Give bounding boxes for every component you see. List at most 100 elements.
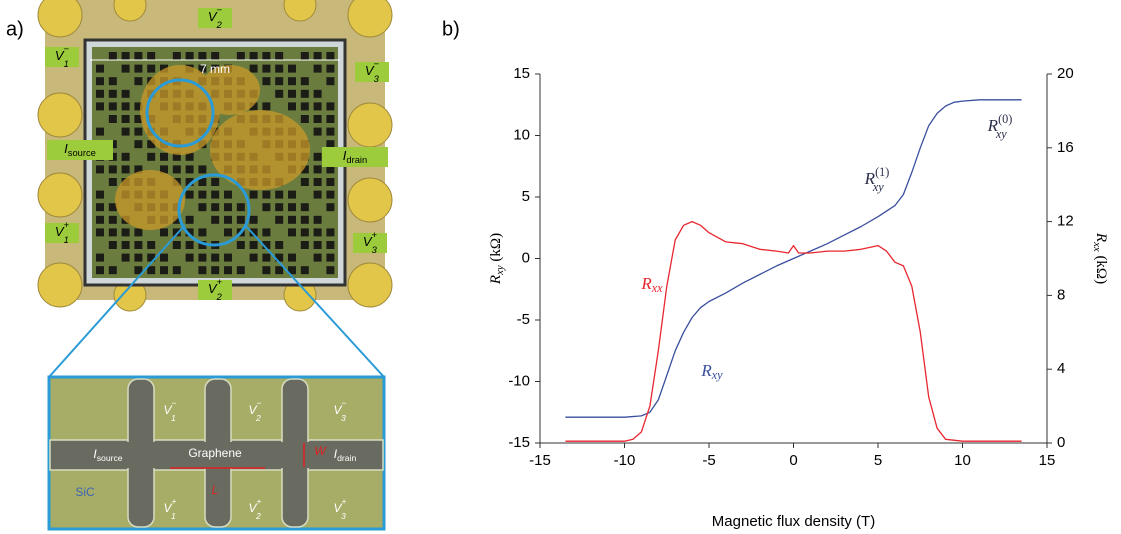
- label-part: 1: [64, 59, 69, 69]
- label-part: V: [333, 501, 342, 515]
- label-part: 1: [64, 235, 69, 245]
- label-part: (0): [998, 112, 1012, 126]
- label-part: V: [55, 224, 65, 239]
- label-box: [198, 8, 232, 28]
- label-part: 3: [341, 413, 346, 423]
- label: Isource: [93, 447, 122, 463]
- label-box: [322, 147, 388, 167]
- label: V+ 1: [163, 496, 176, 521]
- label-part: R: [1093, 232, 1109, 242]
- label-part: xx: [1091, 241, 1103, 252]
- x-tick-label: 10: [954, 452, 971, 469]
- panel-label: b): [442, 18, 460, 40]
- label-part: xy: [995, 127, 1007, 141]
- label: Rxx: [640, 274, 663, 295]
- label-part: −: [217, 5, 222, 15]
- y2-tick-label: 8: [1057, 286, 1065, 303]
- label-part: +: [64, 220, 69, 230]
- label-part: xy: [872, 180, 884, 194]
- label: L: [212, 483, 219, 497]
- y-tick-label: 0: [522, 249, 530, 266]
- label-part: +: [171, 496, 176, 506]
- y-tick-label: 10: [513, 126, 530, 143]
- y2-tick-label: 16: [1057, 139, 1074, 156]
- label-box: [45, 47, 79, 67]
- label-part: V: [55, 48, 65, 63]
- label-part: R: [864, 169, 876, 188]
- label-part: 3: [374, 74, 380, 84]
- series-line: [565, 220, 1022, 442]
- label-part: SiC: [75, 485, 95, 499]
- label-part: −: [341, 398, 346, 408]
- label-part: V: [208, 281, 218, 296]
- label-part: I: [64, 141, 68, 156]
- label: Rxy: [700, 361, 723, 382]
- inset: [47, 375, 386, 531]
- label-part: 2: [255, 413, 261, 423]
- x-axis-label: Magnetic flux density (T): [712, 513, 875, 530]
- x-tick-label: 5: [874, 452, 882, 469]
- label-part: I: [343, 148, 347, 163]
- y-tick-label: -5: [517, 311, 530, 328]
- chart: -15 -10 -5 0 5 10 15-15-10-5051015048121620Mag…: [488, 65, 1108, 530]
- label-part: source: [68, 148, 96, 158]
- label: V+ 3: [363, 230, 378, 255]
- label-part: xy: [711, 368, 723, 382]
- label-box: [198, 280, 232, 300]
- y2-tick-label: 0: [1057, 434, 1065, 451]
- label: V− 1: [163, 398, 176, 423]
- series-line: [565, 99, 1022, 418]
- photo: [37, 0, 393, 312]
- label-part: 1: [171, 511, 176, 521]
- label-part: 2: [255, 511, 261, 521]
- label: V+ 1: [55, 220, 69, 245]
- label: Idrain: [343, 148, 367, 165]
- label-part: (kΩ): [488, 233, 504, 265]
- label-part: (1): [875, 165, 889, 179]
- label: W: [314, 444, 327, 458]
- label-part: drain: [346, 155, 367, 165]
- label-part: R: [488, 275, 504, 285]
- label: V+ 2: [248, 496, 261, 521]
- label: Rxy (kΩ): [488, 233, 506, 285]
- label-part: +: [217, 277, 222, 287]
- label-part: drain: [337, 453, 356, 463]
- x-tick-label: -5: [702, 452, 715, 469]
- label-part: −: [374, 59, 379, 69]
- scale-label: 7 mm: [200, 62, 230, 76]
- label-box: [353, 233, 387, 253]
- label-part: 1: [171, 413, 176, 423]
- label: V− 1: [55, 44, 69, 69]
- x-tick-label: -10: [614, 452, 636, 469]
- label-part: I: [334, 447, 338, 461]
- label-part: W: [314, 444, 327, 458]
- label: Graphene: [188, 446, 242, 460]
- label-part: L: [212, 483, 219, 497]
- y2-tick-label: 20: [1057, 65, 1074, 82]
- label-part: R: [640, 274, 652, 293]
- label: V− 2: [208, 5, 223, 30]
- y-tick-label: 5: [522, 188, 530, 205]
- label-part: xy: [494, 265, 506, 276]
- y-tick-label: -10: [508, 372, 530, 389]
- label: Isource: [64, 141, 96, 158]
- label-part: Graphene: [188, 446, 242, 460]
- x-tick-label: 0: [789, 452, 797, 469]
- label-part: +: [341, 496, 346, 506]
- label-part: V: [208, 9, 218, 24]
- label-part: −: [64, 44, 69, 54]
- panel-label: a): [6, 18, 24, 40]
- label: V− 3: [333, 398, 346, 423]
- label: V− 2: [248, 398, 261, 423]
- label: SiC: [75, 485, 95, 499]
- label-part: V: [365, 63, 375, 78]
- label-part: −: [171, 398, 176, 408]
- x-tick-label: 15: [1039, 452, 1056, 469]
- y-tick-label: 15: [513, 65, 530, 82]
- label-part: +: [256, 496, 261, 506]
- label-box: [45, 223, 79, 243]
- label: Idrain: [334, 447, 357, 463]
- label-part: 3: [341, 511, 346, 521]
- label-box: [355, 62, 389, 82]
- label-part: V: [163, 403, 172, 417]
